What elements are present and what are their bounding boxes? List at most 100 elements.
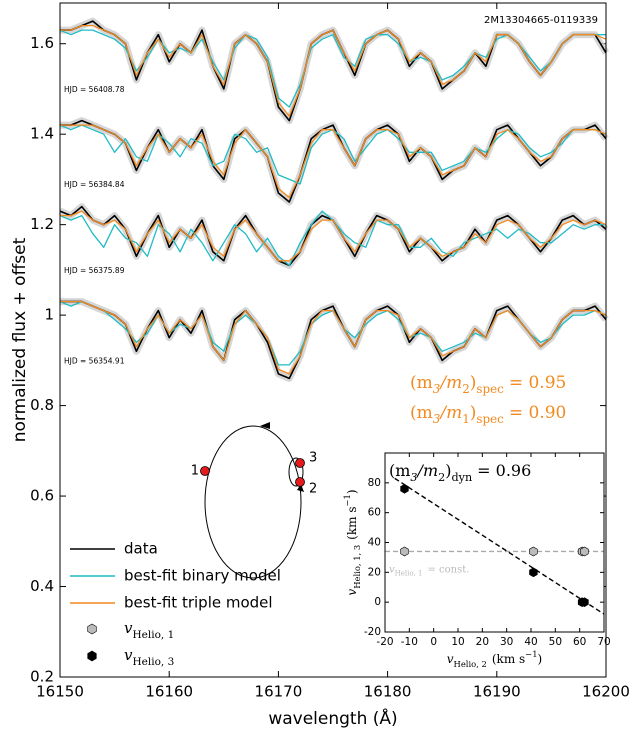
x-tick-label: 16160 — [145, 683, 193, 701]
chart-title: 2M13304665-0119339 — [484, 15, 598, 26]
y-tick-label: 20 — [368, 566, 381, 578]
dyn-ratio-label-part: = 0.96 — [477, 461, 531, 480]
x-tick-label: 16180 — [364, 683, 412, 701]
x-tick-label: 16170 — [255, 683, 303, 701]
scatter-point — [580, 597, 589, 608]
x-tick-label: 20 — [476, 636, 489, 648]
legend-label: vHelio, 3 — [124, 646, 174, 668]
x-tick-label: 16190 — [473, 683, 521, 701]
x-axis-label-part: −1 — [525, 649, 537, 659]
x-tick-label: 50 — [549, 636, 562, 648]
scatter-point — [400, 483, 409, 494]
y-tick-label: 80 — [368, 477, 381, 489]
x-tick-label: 10 — [451, 636, 464, 648]
x-tick-label: 70 — [597, 636, 610, 648]
x-tick-label: 0 — [430, 636, 437, 648]
spectrum-line — [60, 300, 607, 380]
y-axis-label: normalized flux + offset — [10, 237, 30, 442]
spectrum-line — [60, 124, 607, 199]
dyn-ratio-label-part: 2 — [438, 471, 445, 484]
y-tick-label: 1.6 — [30, 34, 54, 52]
spectrum-line — [60, 300, 607, 375]
y-tick-label: 0.2 — [30, 668, 54, 686]
mass-ratio-label: (m3/m1)spec = 0.90 — [410, 403, 566, 427]
dyn-ratio-label-part: /m — [416, 461, 439, 480]
y-tick-label: 0 — [374, 596, 381, 608]
mass-ratio-label-part: 3 — [433, 412, 441, 426]
y-axis-label-part: −1 — [342, 494, 352, 506]
legend-marker — [87, 650, 97, 662]
x-tick-label: 30 — [500, 636, 513, 648]
epoch-label: HJD = 56384.84 — [64, 180, 125, 189]
spectrum-line — [60, 210, 607, 262]
legend-label-part: Helio, 3 — [132, 656, 174, 668]
y-axis-label-part: ) — [345, 489, 359, 494]
x-tick-label: 16200 — [582, 683, 630, 701]
mass-ratio-label-part: ) — [470, 403, 477, 423]
y-tick-label: 0.6 — [30, 487, 54, 505]
y-tick-label: 60 — [368, 507, 381, 519]
y-axis-label-part: v — [345, 589, 359, 596]
mass-ratio-label-part: ) — [470, 373, 477, 393]
legend-label: best-fit triple model — [124, 594, 273, 612]
dyn-ratio-label-part: 3 — [410, 471, 417, 484]
mass-ratio-label-part: /m — [438, 373, 462, 393]
orbit-label: 1 — [191, 464, 199, 479]
const-label-part: = const. — [428, 564, 470, 575]
x-tick-label: -10 — [401, 636, 418, 648]
mass-ratio-label-part: spec — [476, 412, 504, 426]
const-label: vHelio, 1 = const. — [389, 564, 469, 578]
plot-frame — [59, 2, 607, 678]
x-axis-label: wavelength (Å) — [268, 707, 397, 729]
legend-marker — [87, 623, 97, 635]
y-tick-label: 1.2 — [30, 215, 54, 233]
epoch-label: HJD = 56375.89 — [64, 266, 125, 275]
legend-label-part: v — [124, 619, 133, 637]
mass-ratio-label-part: 1 — [462, 412, 470, 426]
scatter-point — [580, 546, 589, 557]
mass-ratio-label-part: /m — [438, 403, 462, 423]
y-axis-label: vHelio, 1, 3 (km s−1) — [342, 489, 362, 595]
dyn-ratio-label: (m3/m2)dyn = 0.96 — [389, 461, 531, 484]
const-label-part: Helio, 1 — [395, 569, 423, 577]
epoch-label: HJD = 56408.78 — [64, 85, 125, 94]
x-tick-label: 40 — [524, 636, 537, 648]
epoch-label: HJD = 56354.91 — [64, 357, 125, 366]
y-tick-label: 0.8 — [30, 396, 54, 414]
legend-label: best-fit binary model — [124, 567, 281, 585]
legend-label-part: Helio, 1 — [132, 629, 174, 641]
dyn-ratio-label-part: (m — [389, 461, 410, 480]
inset-frame — [384, 452, 605, 633]
orbit-label: 3 — [309, 451, 317, 466]
dyn-ratio-label-part: dyn — [451, 471, 472, 484]
orbit-star — [200, 466, 210, 476]
fit-line — [394, 477, 605, 615]
mass-ratio-label-part: spec — [476, 382, 504, 396]
orbit-outer — [204, 425, 302, 579]
orbit-diagram: 1 2 3 — [191, 422, 317, 579]
x-tick-label: 60 — [573, 636, 586, 648]
x-axis-label: vHelio, 2 (km s−1) — [447, 649, 542, 669]
x-tick-label: 16150 — [36, 683, 84, 701]
mass-ratio-label-part: (m — [410, 403, 433, 423]
x-axis-label-part: v — [447, 652, 454, 666]
spectrum-line — [60, 119, 607, 203]
orbit-arrow — [260, 422, 270, 429]
orbit-star — [295, 458, 305, 468]
const-label-part: v — [389, 564, 395, 575]
mass-ratio-label-part: (m — [410, 373, 433, 393]
legend-label-part: v — [124, 646, 133, 664]
mass-ratio-label: (m3/m2)spec = 0.95 — [410, 373, 566, 397]
orbit-star — [295, 477, 305, 487]
scatter-point — [400, 546, 409, 557]
x-tick-label: -20 — [376, 636, 393, 648]
y-tick-label: 1.4 — [30, 125, 54, 143]
legend-label: vHelio, 1 — [124, 619, 174, 641]
orbit-arrow — [297, 484, 304, 492]
y-tick-label: 40 — [368, 537, 381, 549]
legend-label: data — [124, 540, 158, 558]
y-axis-label-part: Helio, 1, 3 — [352, 545, 362, 589]
x-axis-label-part: ) — [538, 652, 543, 666]
scatter-point — [529, 546, 538, 557]
